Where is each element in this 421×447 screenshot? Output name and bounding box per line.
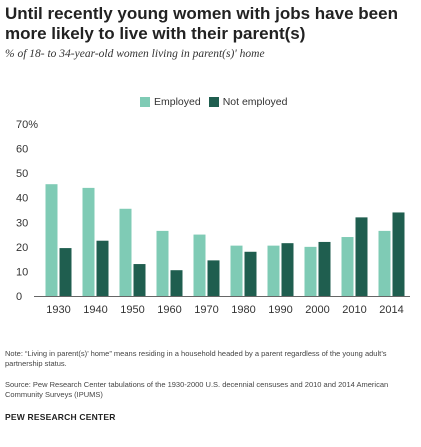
bar-not-employed [170, 270, 183, 296]
legend-label-not-employed: Not employed [222, 96, 288, 108]
y-tick-label: 70% [16, 119, 38, 131]
x-tick-label: 1980 [231, 304, 255, 315]
pew-brand-label: PEW RESEARCH CENTER [5, 412, 116, 422]
x-tick-label: 1950 [120, 304, 144, 315]
bar-employed [230, 245, 243, 296]
legend-item-employed: Employed [140, 96, 201, 108]
x-tick-label: 2000 [305, 304, 329, 315]
x-tick-label: 1940 [83, 304, 107, 315]
y-tick-label: 50 [16, 168, 28, 180]
bar-employed [156, 230, 169, 296]
bar-not-employed [244, 251, 257, 296]
chart-subtitle: % of 18- to 34-year-old women living in … [5, 48, 265, 60]
bar-not-employed [392, 212, 405, 296]
chart-title: Until recently young women with jobs hav… [5, 4, 398, 43]
x-tick-label: 2010 [342, 304, 366, 315]
bar-employed [341, 237, 354, 296]
legend-swatch-not-employed [208, 97, 219, 107]
bar-employed [82, 187, 95, 296]
bar-not-employed [318, 241, 331, 296]
chart-note: Note: “Living in parent(s)’ home” means … [5, 349, 387, 368]
bar-employed [193, 234, 206, 296]
legend-item-not-employed: Not employed [208, 96, 288, 108]
bar-not-employed [355, 217, 368, 296]
bar-not-employed [96, 240, 109, 296]
bar-not-employed [207, 260, 220, 296]
bar-employed [267, 245, 280, 296]
y-tick-label: 60 [16, 144, 28, 156]
y-tick-label: 0 [16, 291, 22, 303]
y-tick-label: 30 [16, 217, 28, 229]
bar-not-employed [59, 248, 72, 296]
legend-label-employed: Employed [154, 96, 201, 108]
y-tick-label: 40 [16, 193, 28, 205]
x-tick-label: 1960 [157, 304, 181, 315]
x-tick-label: 1970 [194, 304, 218, 315]
x-tick-label: 1930 [46, 304, 70, 315]
chart-source: Source: Pew Research Center tabulations … [5, 380, 389, 399]
bar-employed [119, 208, 132, 296]
y-tick-label: 10 [16, 266, 28, 278]
x-tick-label: 1990 [268, 304, 292, 315]
bar-employed [45, 184, 58, 296]
bar-employed [304, 246, 317, 296]
bar-not-employed [281, 243, 294, 296]
legend-swatch-employed [140, 97, 150, 107]
bar-employed [378, 230, 391, 296]
bar-chart: 0 10 20 30 40 50 60 70% 1930 1940 1950 1960 1970 1980… [16, 119, 410, 315]
bar-not-employed [133, 264, 146, 296]
x-tick-label: 2014 [379, 304, 403, 315]
y-tick-label: 20 [16, 242, 28, 254]
chart-legend: Employed Not employed [140, 96, 296, 108]
